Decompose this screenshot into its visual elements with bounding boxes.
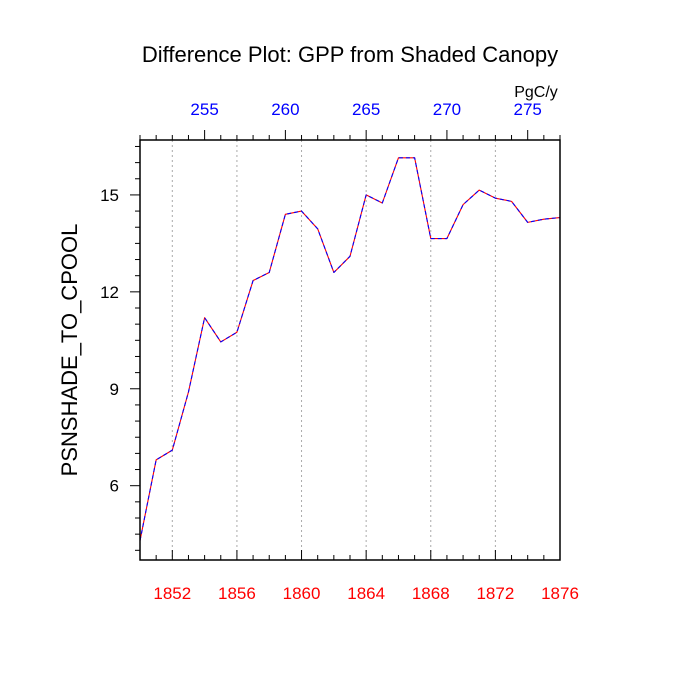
top-tick-label: 265 bbox=[352, 100, 380, 119]
x-tick-label: 1876 bbox=[541, 584, 579, 603]
y-tick-label: 9 bbox=[110, 380, 119, 399]
series-line-red bbox=[139, 157, 561, 541]
x-tick-label: 1860 bbox=[283, 584, 321, 603]
tick-layer bbox=[130, 130, 561, 560]
top-tick-label: 270 bbox=[433, 100, 461, 119]
x-tick-label: 1864 bbox=[347, 584, 385, 603]
y-tick-label: 6 bbox=[110, 477, 119, 496]
top-tick-label: 275 bbox=[514, 100, 542, 119]
y-axis-label: PSNSHADE_TO_CPOOL bbox=[57, 224, 82, 477]
plot-frame bbox=[139, 139, 561, 561]
x-tick-label: 1852 bbox=[153, 584, 191, 603]
x-tick-label: 1868 bbox=[412, 584, 450, 603]
x-tick-label: 1872 bbox=[476, 584, 514, 603]
y-tick-label: 15 bbox=[100, 186, 119, 205]
series-line-blue bbox=[139, 157, 561, 541]
chart-title: Difference Plot: GPP from Shaded Canopy bbox=[142, 42, 558, 67]
grid-layer bbox=[171, 140, 496, 560]
x-tick-label: 1856 bbox=[218, 584, 256, 603]
top-tick-label: 255 bbox=[190, 100, 218, 119]
label-layer: 1852 1856 1860 1864 1868 1872 1876 255 260 265 270… bbox=[100, 100, 579, 603]
series-layer bbox=[139, 157, 561, 541]
top-axis-units: PgC/y bbox=[514, 84, 558, 101]
y-tick-label: 12 bbox=[100, 283, 119, 302]
top-tick-label: 260 bbox=[271, 100, 299, 119]
